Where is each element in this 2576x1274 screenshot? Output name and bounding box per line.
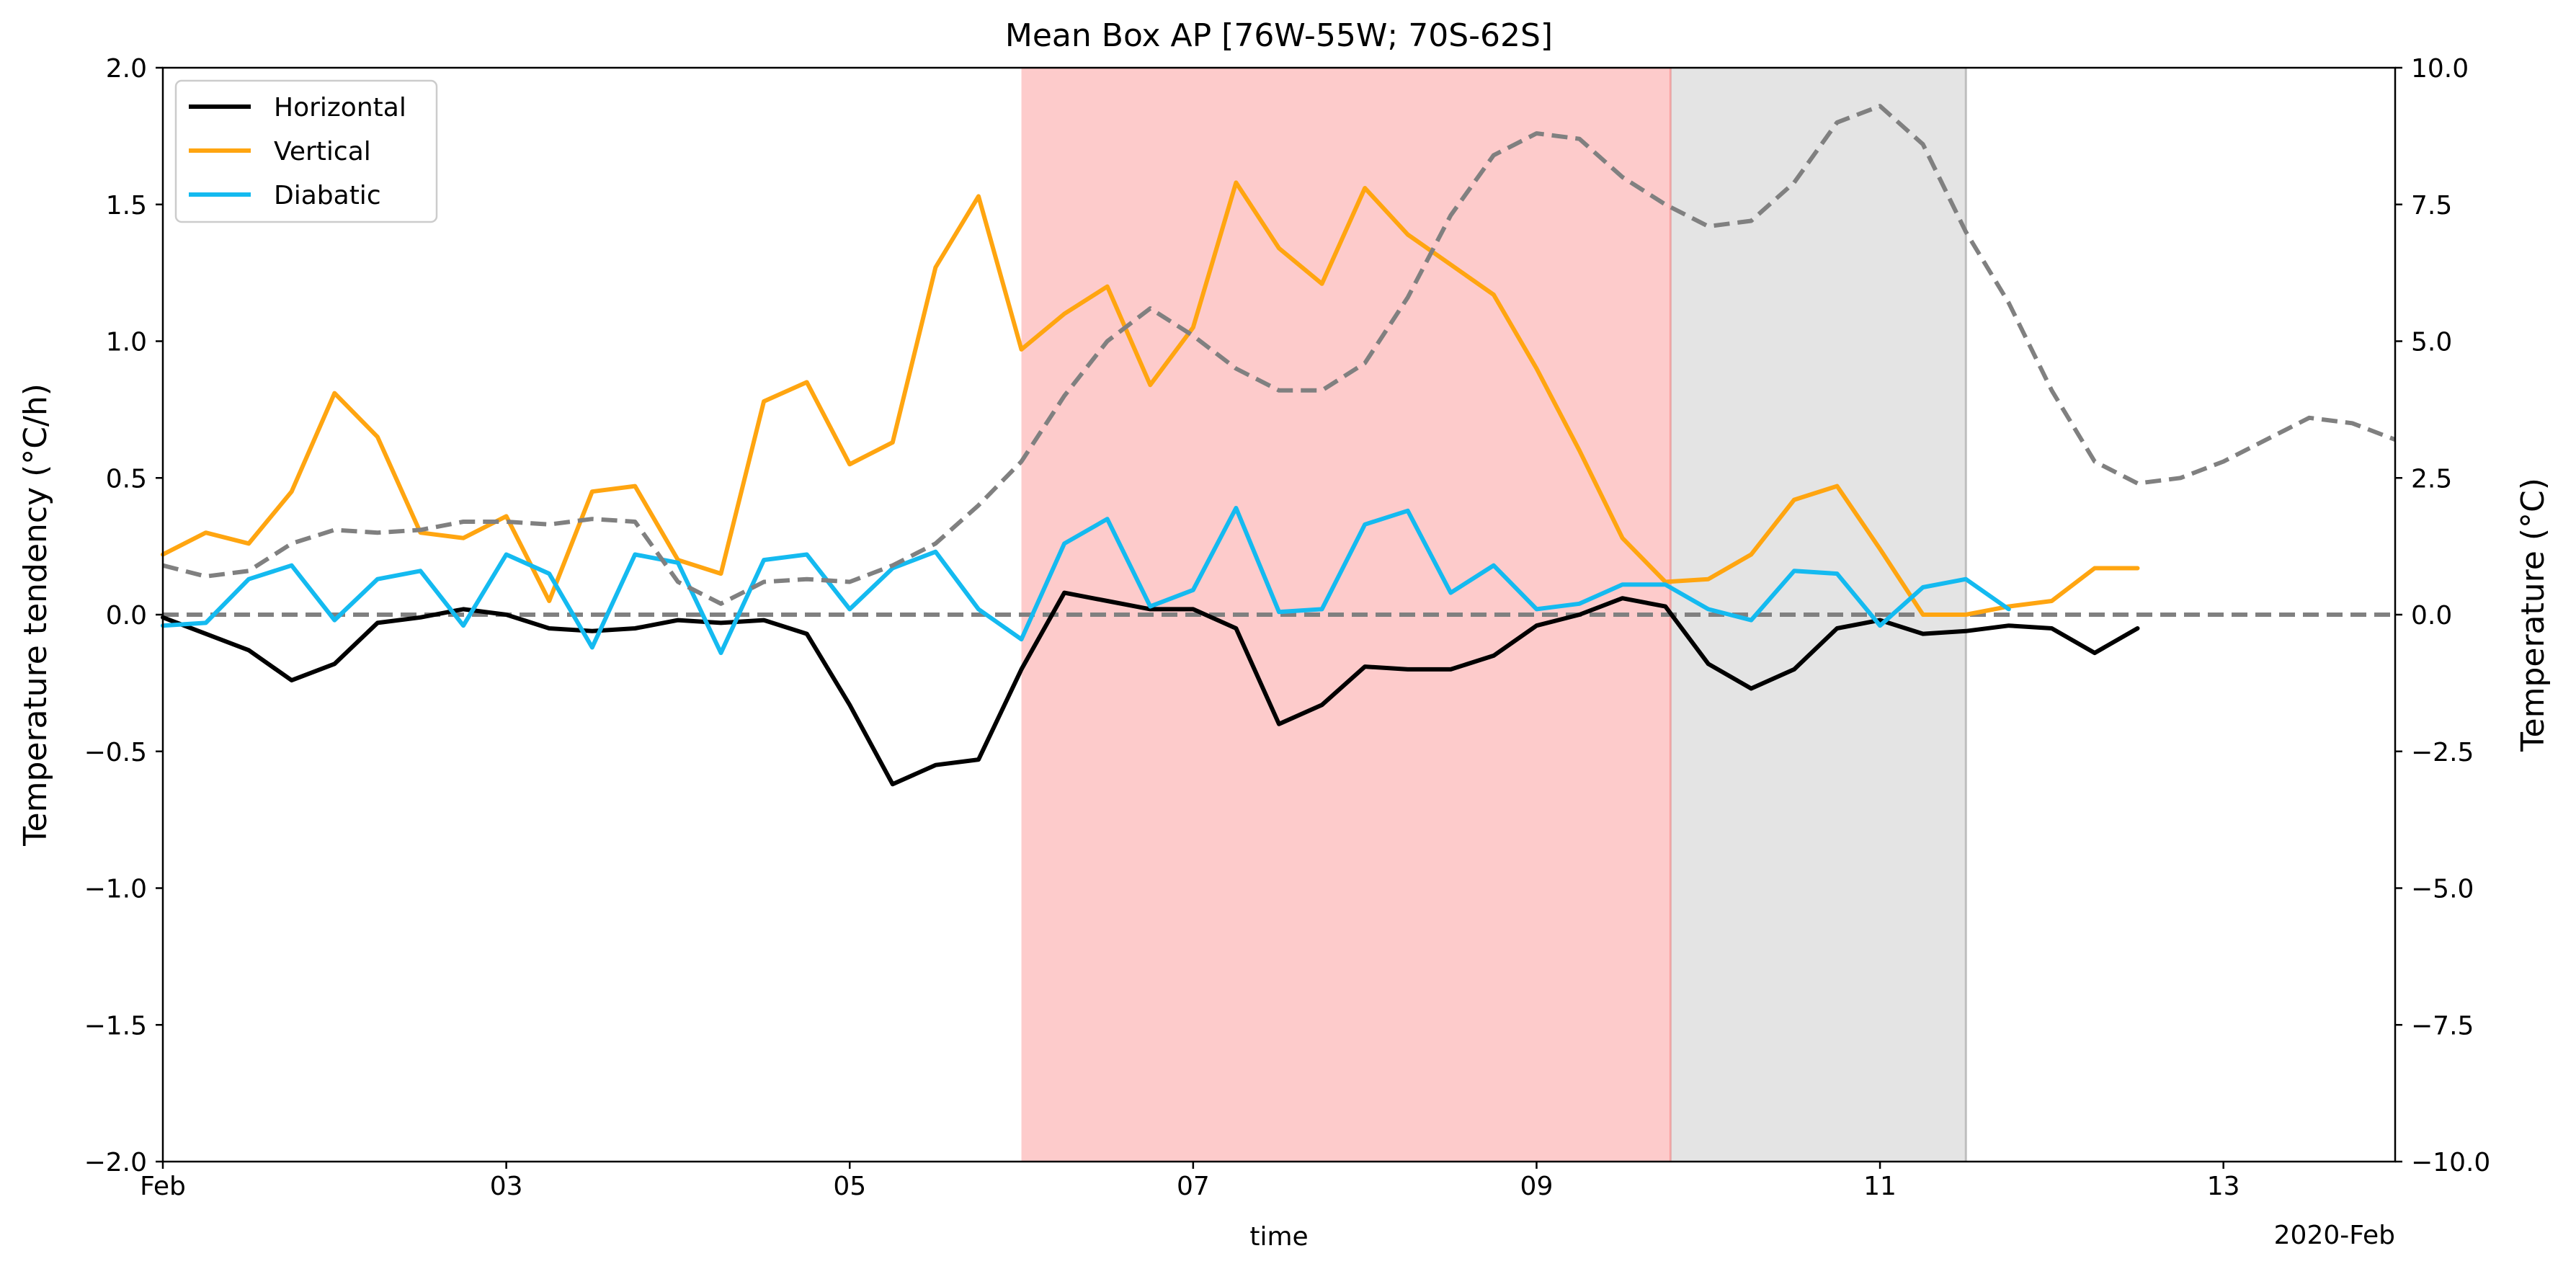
legend-label-horizontal: Horizontal [274, 93, 406, 122]
y-tick-label: 1.5 [106, 191, 147, 220]
x-offset-label: 2020-Feb [2274, 1221, 2395, 1250]
y2-tick-label: −10.0 [2411, 1148, 2490, 1177]
legend-box [174, 79, 438, 223]
y2-tick-label: −7.5 [2411, 1011, 2474, 1041]
series-line-temperature [162, 104, 2397, 606]
x-tick-label: Feb [140, 1172, 186, 1201]
legend-label-diabatic: Diabatic [274, 181, 381, 210]
x-tick-label: 13 [2207, 1172, 2240, 1201]
chart-title: Mean Box AP [76W-55W; 70S-62S] [1005, 17, 1553, 54]
y2-tick-label: −2.5 [2411, 738, 2474, 767]
x-tick-label: 09 [1520, 1172, 1554, 1201]
y2-tick-label: 2.5 [2411, 464, 2452, 494]
y-tick-label: −1.0 [84, 875, 147, 904]
y-axis-right: 10.0 7.5 5.0 2.5 0.0 −2.5 −5.0 −7.5 −10.0 [2395, 54, 2490, 1177]
x-tick-label: 07 [1177, 1172, 1210, 1201]
y-tick-label: 0.5 [106, 464, 147, 494]
x-tick-label: 03 [490, 1172, 523, 1201]
series-line-diabatic [161, 506, 2011, 656]
y-axis-left: 2.0 1.5 1.0 0.5 0.0 −0.5 −1.0 −1.5 −2.0 [84, 54, 163, 1177]
y-tick-label: 2.0 [106, 54, 147, 84]
y2-tick-label: 0.0 [2411, 601, 2452, 631]
y2-tick-label: 5.0 [2411, 328, 2452, 357]
series-layer [161, 104, 2397, 787]
x-tick-label: 11 [1863, 1172, 1897, 1201]
y-axis-label-right: Temperature (°C) [2515, 478, 2552, 752]
series-line-horizontal [161, 590, 2140, 787]
legend: Horizontal Vertical Diabatic [174, 79, 438, 223]
y-tick-label: 0.0 [106, 601, 147, 631]
y-tick-label: 1.0 [106, 328, 147, 357]
y-tick-label: −0.5 [84, 738, 147, 767]
y2-tick-label: 7.5 [2411, 191, 2452, 220]
y-axis-label-left: Temperature tendency (°C/h) [17, 383, 54, 847]
x-axis-label: time [1249, 1222, 1308, 1252]
y2-tick-label: 10.0 [2411, 54, 2469, 84]
y-tick-label: −1.5 [84, 1011, 147, 1041]
y-tick-label: −2.0 [84, 1148, 147, 1177]
x-axis: Feb 03 05 07 09 11 13 [140, 1162, 2240, 1201]
x-tick-label: 05 [833, 1172, 866, 1201]
y2-tick-label: −5.0 [2411, 875, 2474, 904]
legend-label-vertical: Vertical [274, 137, 371, 166]
